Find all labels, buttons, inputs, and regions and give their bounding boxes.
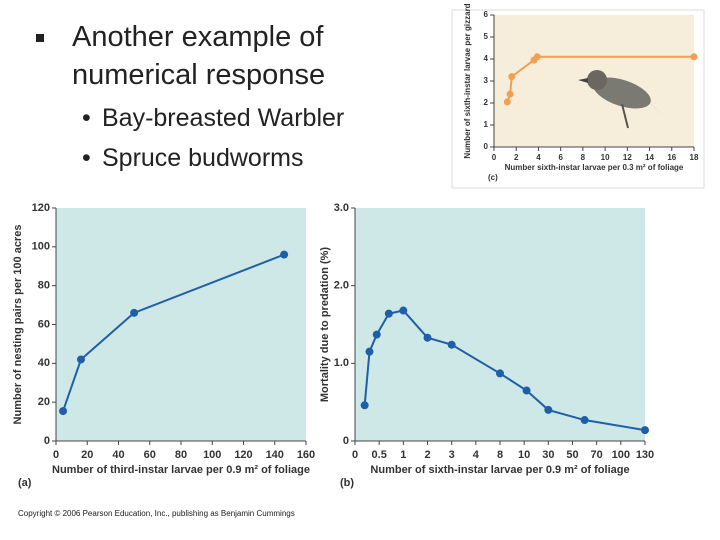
point [580, 416, 589, 425]
x-tick-label: 0.5 [372, 449, 387, 461]
y-tick-label: 60 [38, 318, 50, 330]
x-tick-label: 40 [112, 449, 124, 461]
y-tick-label: 80 [38, 280, 50, 292]
x-tick-label: 160 [297, 449, 315, 461]
x-tick-label: 8 [581, 153, 586, 162]
curve [62, 253, 285, 412]
y-tick-label: 120 [32, 202, 50, 214]
y-tick-label: 5 [484, 32, 489, 41]
x-axis-title: Number sixth-instar larvae per 0.3 m² of… [505, 163, 684, 172]
panel-label: (b) [340, 477, 354, 489]
point [384, 309, 393, 318]
plot-area [355, 208, 645, 441]
y-tick-label: 40 [38, 357, 50, 369]
y-tick-label: 100 [32, 241, 50, 253]
point [59, 407, 68, 416]
point [399, 306, 408, 315]
y-tick-label: 0 [44, 435, 50, 447]
y-tick-label: 4 [484, 54, 489, 63]
x-tick-label: 3 [449, 449, 455, 461]
x-axis-title: Number of sixth-instar larvae per 0.9 m²… [370, 464, 629, 476]
y-tick-label: 1.0 [334, 357, 349, 369]
x-tick-label: 70 [591, 449, 603, 461]
y-axis-title: Number of sixth-instar larvae per gizzar… [463, 3, 472, 158]
x-axis-title: Number of third-instar larvae per 0.9 m²… [52, 464, 310, 476]
x-tick-label: 12 [623, 153, 632, 162]
point [522, 386, 531, 395]
copyright: Copyright © 2006 Pearson Education, Inc.… [18, 509, 295, 518]
x-tick-label: 6 [558, 153, 563, 162]
point [544, 405, 553, 414]
point [533, 53, 541, 61]
x-tick-label: 130 [636, 449, 654, 461]
point [496, 369, 504, 378]
y-tick-label: 3 [484, 76, 489, 85]
y-tick-label: 0 [343, 435, 349, 447]
x-tick-label: 80 [175, 449, 187, 461]
point [508, 73, 516, 81]
y-tick-label: 1 [484, 120, 489, 129]
point [372, 330, 381, 339]
point [503, 98, 511, 106]
plot-area [56, 208, 306, 441]
point [641, 426, 649, 435]
x-tick-label: 0 [492, 153, 497, 162]
y-tick-label: 3.0 [334, 202, 349, 214]
y-tick-label: 2.0 [334, 280, 349, 292]
panel-label: (c) [488, 173, 498, 182]
x-tick-label: 60 [144, 449, 156, 461]
x-tick-label: 4 [473, 449, 480, 461]
point [280, 250, 289, 259]
x-tick-label: 0 [53, 449, 59, 461]
chart: 0 20 40 60 80 100 120 0 20 40 60 80 100 120 140 160 Numb… [12, 202, 315, 489]
chart: 0 1.0 2.0 3.0 0 0.5 1 2 3 4 8 10 30 50 70 100 130 Number … [319, 202, 654, 489]
bullet-dot: • [82, 104, 91, 132]
point [690, 53, 698, 61]
point [130, 308, 139, 317]
x-tick-label: 2 [424, 449, 430, 461]
point [360, 401, 369, 410]
y-tick-label: 20 [38, 396, 50, 408]
x-tick-label: 0 [352, 449, 358, 461]
panel-label: (a) [18, 477, 32, 489]
x-tick-label: 2 [514, 153, 519, 162]
y-axis-title: Mortality due to predation (%) [319, 247, 331, 403]
x-tick-label: 4 [536, 153, 541, 162]
x-tick-label: 30 [542, 449, 554, 461]
title-line: numerical response [72, 59, 325, 91]
x-tick-label: 140 [266, 449, 284, 461]
point [447, 340, 456, 349]
title-line: Another example of [72, 21, 324, 53]
x-tick-label: 1 [400, 449, 406, 461]
x-tick-label: 50 [566, 449, 578, 461]
point [77, 355, 85, 364]
x-tick-label: 20 [81, 449, 93, 461]
x-tick-label: 8 [497, 449, 503, 461]
y-tick-label: 0 [484, 142, 489, 151]
x-tick-label: 120 [234, 449, 252, 461]
bird-illustration [578, 70, 668, 129]
x-tick-label: 100 [612, 449, 630, 461]
bullet: Bay-breasted Warbler [102, 104, 344, 132]
x-tick-label: 18 [690, 153, 699, 162]
x-tick-label: 100 [203, 449, 221, 461]
bullet-marker [36, 34, 44, 42]
point [506, 90, 514, 98]
bullet: Spruce budworms [102, 144, 303, 172]
y-axis-title: Number of nesting pairs per 100 acres [12, 225, 24, 425]
x-tick-label: 16 [667, 153, 676, 162]
y-tick-label: 6 [484, 10, 489, 19]
x-tick-label: 10 [518, 449, 530, 461]
bullet-dot: • [82, 144, 91, 172]
x-tick-label: 14 [645, 153, 654, 162]
point [365, 347, 374, 356]
x-tick-label: 10 [601, 153, 610, 162]
point [423, 333, 432, 342]
y-tick-label: 2 [484, 98, 489, 107]
